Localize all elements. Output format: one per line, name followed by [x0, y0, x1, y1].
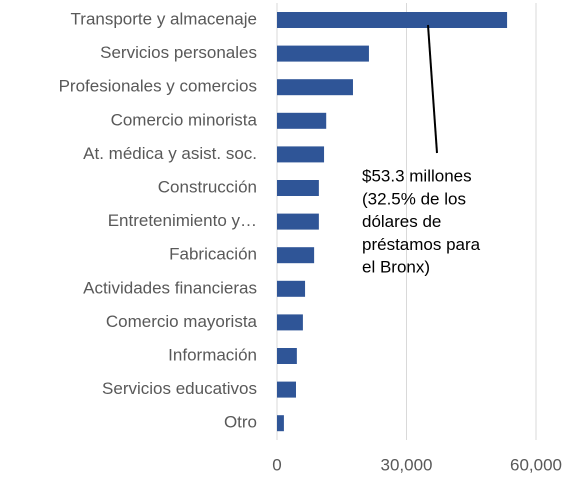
y-tick-label: Profesionales y comercios	[59, 77, 257, 96]
y-tick-label: Fabricación	[169, 245, 257, 264]
y-tick-label: Servicios personales	[100, 43, 257, 62]
bar	[277, 314, 303, 331]
bar	[277, 45, 369, 62]
bar	[277, 247, 315, 264]
y-tick-label: Construcción	[158, 177, 257, 196]
x-tick-label: 0	[272, 455, 281, 474]
bar	[277, 12, 508, 28]
bar	[277, 415, 284, 432]
annotation-pointer	[427, 24, 438, 154]
y-tick-label: At. médica y asist. soc.	[83, 144, 257, 163]
bar	[277, 146, 325, 163]
annotation: préstamos para	[362, 235, 481, 254]
y-tick-label: Comercio minorista	[111, 110, 258, 129]
bar	[277, 381, 296, 398]
y-tick-label: Información	[168, 345, 257, 364]
y-tick-label: Servicios educativos	[102, 379, 257, 398]
annotation: (32.5% de los	[362, 189, 466, 208]
y-tick-label: Otro	[224, 413, 257, 432]
y-tick-label: Transporte y almacenaje	[71, 9, 257, 28]
bar	[277, 79, 353, 96]
bar	[277, 280, 306, 297]
y-tick-label: Actividades financieras	[83, 278, 257, 297]
annotation: $53.3 millones	[362, 166, 472, 185]
bar	[277, 112, 327, 129]
annotation: dólares de	[362, 212, 441, 231]
bar	[277, 180, 319, 196]
bar	[277, 348, 297, 364]
y-tick-label: Entretenimiento y…	[108, 211, 257, 230]
y-tick-label: Comercio mayorista	[106, 312, 258, 331]
annotation: el Bronx)	[362, 258, 430, 277]
x-tick-label: 60,000	[510, 455, 562, 474]
bar	[277, 213, 319, 230]
x-tick-label: 30,000	[381, 455, 433, 474]
